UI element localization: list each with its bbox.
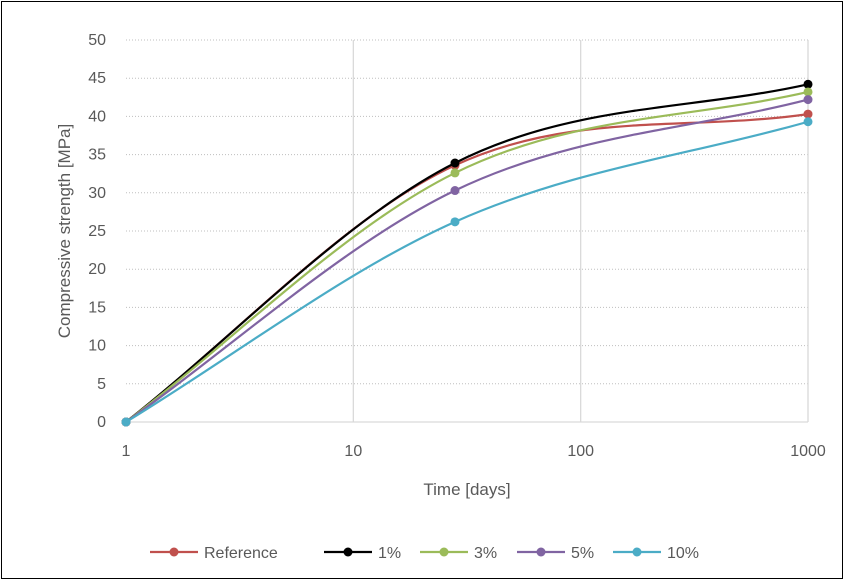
legend-label: 10% (667, 545, 699, 562)
legend-marker (169, 547, 179, 557)
data-point (450, 186, 460, 196)
y-tick-label: 45 (88, 70, 106, 87)
y-tick-label: 25 (88, 223, 106, 240)
x-tick-label: 1 (122, 443, 131, 460)
y-tick-label: 35 (88, 147, 106, 164)
data-point (803, 79, 813, 89)
x-tick-label: 100 (567, 443, 594, 460)
series-line-0 (125, 113, 809, 423)
x-tick-label: 10 (344, 443, 362, 460)
y-tick-label: 0 (97, 414, 106, 431)
legend-label: 3% (474, 545, 497, 562)
y-tick-label: 15 (88, 299, 106, 316)
y-axis-title: Compressive strength [MPa] (55, 124, 74, 338)
series-layer (121, 79, 813, 427)
y-tick-label: 5 (97, 376, 106, 393)
gridlines (126, 39, 809, 422)
data-point (450, 217, 460, 227)
y-tick-label: 20 (88, 261, 106, 278)
legend-label: 5% (571, 545, 594, 562)
x-tick-label: 1000 (790, 443, 826, 460)
data-point (803, 95, 813, 105)
legend-marker (439, 547, 449, 557)
legend-marker (632, 547, 642, 557)
legend-label: 1% (378, 545, 401, 562)
data-point (121, 417, 131, 427)
legend-marker (343, 547, 353, 557)
legend-marker (536, 547, 546, 557)
series-line-1 (125, 83, 809, 423)
data-point (803, 109, 813, 119)
tick-labels: 0 5 10 15 20 25 30 35 40 45 50 1 10 100 1000 (88, 32, 826, 460)
y-tick-label: 50 (88, 32, 106, 49)
data-point (803, 117, 813, 127)
y-tick-label: 10 (88, 338, 106, 355)
y-tick-label: 30 (88, 185, 106, 202)
data-point (450, 168, 460, 178)
series-line-2 (125, 90, 809, 423)
data-point (803, 87, 813, 97)
data-point (450, 158, 460, 168)
x-axis-title: Time [days] (423, 480, 510, 499)
legend-label: Reference (204, 545, 278, 562)
legend: Reference 1% 3% 5% 10% (150, 545, 699, 562)
y-tick-label: 40 (88, 108, 106, 125)
